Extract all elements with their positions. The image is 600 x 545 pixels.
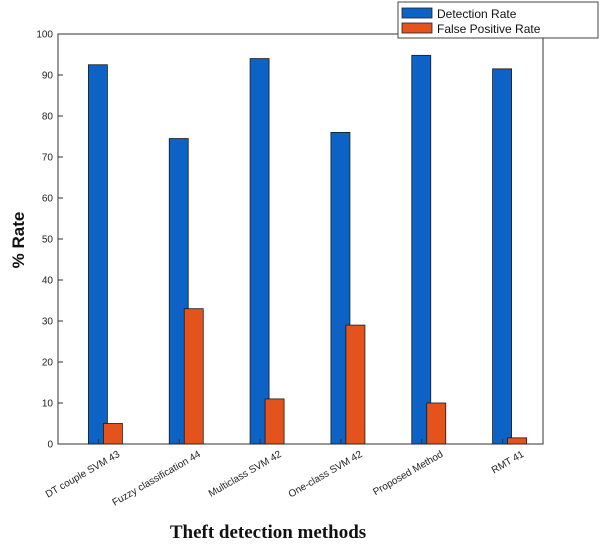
- x-tick-label: RMT 41: [490, 449, 527, 476]
- x-axis-label: Theft detection methods: [170, 522, 366, 543]
- y-tick-label: 40: [42, 276, 54, 287]
- legend-label-false-positive-rate: False Positive Rate: [437, 22, 541, 36]
- y-tick-label: 100: [36, 30, 53, 41]
- y-tick-label: 20: [42, 358, 54, 369]
- bar-detection-rate: [88, 64, 108, 445]
- x-tick-label: Multiclass SVM 42: [207, 449, 284, 500]
- bar-false-positive-rate: [264, 398, 285, 445]
- bar-false-positive-rate: [183, 308, 204, 445]
- y-tick-label: 70: [42, 153, 54, 164]
- bar-false-positive-rate: [426, 402, 447, 445]
- x-tick-label: One-class SVM 42: [287, 449, 365, 500]
- y-axis-ticks: 0 10 20 30 40 50 60 70 80 90 100: [36, 30, 63, 451]
- x-tick-label: Fuzzy classification 44: [111, 449, 204, 509]
- bar-false-positive-rate: [103, 423, 123, 445]
- bar-false-positive-rate: [345, 324, 366, 445]
- y-axis-label: % Rate: [9, 212, 28, 269]
- x-tick-label: Proposed Method: [371, 449, 445, 498]
- y-tick-label: 10: [42, 399, 54, 410]
- bar-detection-rate: [492, 68, 512, 445]
- legend-label-detection-rate: Detection Rate: [437, 7, 517, 21]
- bars: [88, 54, 527, 445]
- legend: Detection Rate False Positive Rate: [397, 1, 599, 39]
- y-tick-label: 80: [42, 112, 54, 123]
- legend-swatch-false-positive-rate: [401, 22, 433, 34]
- y-tick-label: 30: [42, 317, 54, 328]
- y-tick-label: 90: [42, 71, 54, 82]
- bar-detection-rate: [249, 58, 270, 445]
- y-tick-label: 50: [42, 235, 54, 246]
- y-tick-label: 0: [47, 440, 53, 451]
- bar-detection-rate: [411, 54, 432, 445]
- bar-false-positive-rate: [507, 437, 527, 445]
- x-tick-label: DT couple SVM 43: [44, 449, 122, 501]
- y-tick-label: 60: [42, 194, 54, 205]
- legend-swatch-detection-rate: [401, 7, 433, 19]
- plot-area: [57, 33, 544, 445]
